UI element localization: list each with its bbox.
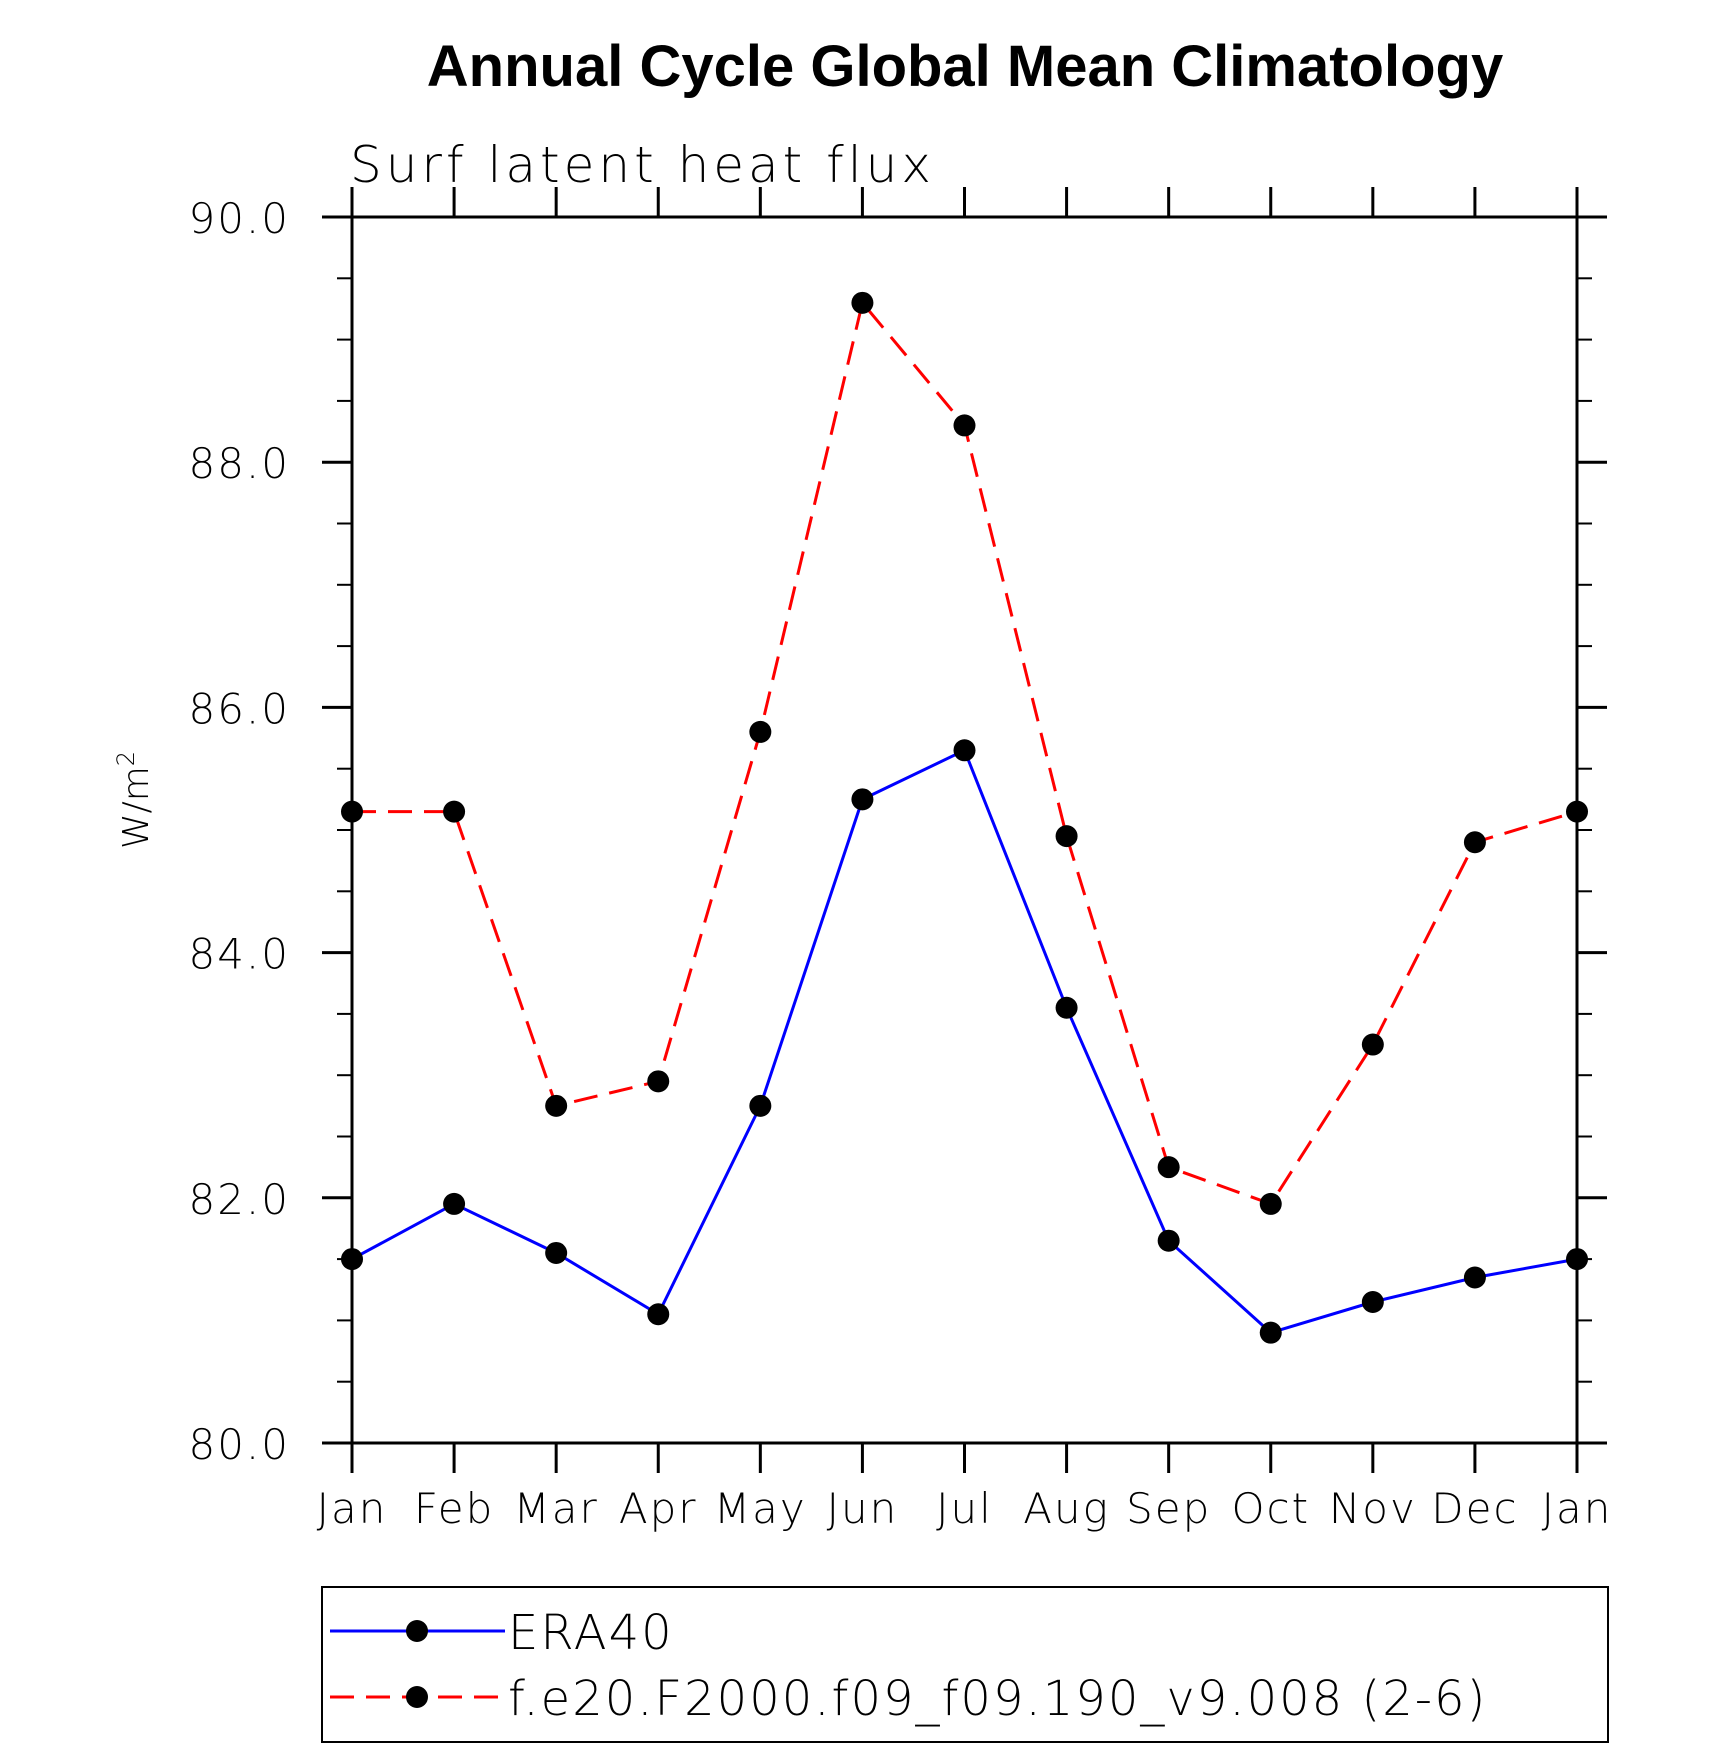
- data-point: [1566, 800, 1588, 823]
- svg-text:W/m2: W/m2: [112, 751, 157, 849]
- plot-axes: Jan Feb Mar Apr May Jun Jul Aug Sep Oct Nov Dec Jan 8…: [188, 187, 1613, 1533]
- x-tick-label: Jan: [317, 1484, 388, 1533]
- data-point: [1463, 831, 1486, 854]
- x-tick-label: Nov: [1329, 1484, 1417, 1533]
- series-layer: [341, 291, 1588, 1344]
- data-point: [1259, 1192, 1282, 1215]
- x-tick-label: Jan: [1542, 1484, 1613, 1533]
- x-tick-label: May: [714, 1484, 807, 1533]
- data-point: [545, 1241, 568, 1264]
- data-point: [749, 720, 772, 743]
- y-axis-label-superscript: 2: [112, 751, 140, 766]
- data-point: [1463, 1266, 1486, 1289]
- y-tick-label: 84.0: [188, 930, 290, 979]
- x-tick-label: Mar: [514, 1484, 599, 1533]
- legend-box: [321, 1586, 1609, 1743]
- chart-title: Annual Cycle Global Mean Climatology: [427, 34, 1503, 99]
- data-point: [647, 1303, 670, 1326]
- data-point: [1566, 1248, 1588, 1271]
- chart-subtitle: Surf latent heat flux: [350, 136, 935, 194]
- data-point: [545, 1094, 568, 1117]
- x-tick-label: Jul: [936, 1484, 993, 1533]
- y-tick-label: 88.0: [188, 439, 290, 488]
- data-point: [1055, 996, 1078, 1019]
- legend: ERA40 f.e20.F2000.f09_f09.190_v9.008 (2-6…: [321, 1586, 1609, 1743]
- series-line: [351, 748, 1578, 1335]
- data-point: [851, 788, 874, 811]
- plot-frame: [350, 215, 1579, 1445]
- data-point: [1259, 1321, 1282, 1344]
- data-point: [443, 1192, 466, 1215]
- y-tick-label: 80.0: [188, 1420, 290, 1469]
- legend-marker: [406, 1620, 428, 1642]
- data-point: [1361, 1291, 1384, 1314]
- x-tick-label: Feb: [414, 1484, 494, 1533]
- legend-label: f.e20.F2000.f09_f09.190_v9.008 (2-6): [508, 1671, 1487, 1727]
- data-point: [1157, 1156, 1180, 1179]
- data-point: [443, 800, 466, 823]
- x-tick-label: Apr: [619, 1484, 698, 1533]
- legend-marker: [406, 1686, 428, 1708]
- y-tick-label: 90.0: [188, 194, 290, 243]
- data-point: [749, 1094, 772, 1117]
- data-point: [647, 1070, 670, 1093]
- data-point: [1157, 1229, 1180, 1252]
- x-tick-label: Oct: [1231, 1484, 1310, 1533]
- legend-label: ERA40: [508, 1605, 674, 1661]
- data-point: [1055, 825, 1078, 848]
- data-point: [953, 739, 976, 762]
- data-point: [341, 1248, 363, 1271]
- y-tick-label: 82.0: [188, 1175, 290, 1224]
- data-point: [953, 414, 976, 437]
- y-axis-label-text: W/m: [116, 766, 157, 849]
- x-tick-label: Sep: [1126, 1484, 1211, 1533]
- data-point: [341, 800, 363, 823]
- data-point: [1361, 1033, 1384, 1056]
- data-point: [851, 291, 874, 314]
- y-axis-label: W/m2: [112, 751, 157, 849]
- x-tick-label: Aug: [1023, 1484, 1110, 1533]
- y-tick-label: 86.0: [188, 684, 290, 733]
- x-tick-label: Dec: [1431, 1484, 1518, 1533]
- x-tick-label: Jun: [827, 1484, 899, 1533]
